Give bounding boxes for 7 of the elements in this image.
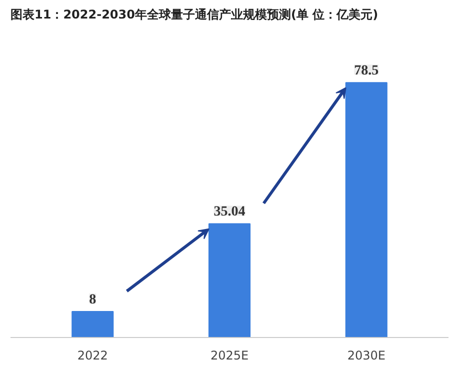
data-label: 35.04 <box>214 204 246 220</box>
x-tick-label: 2030E <box>347 348 386 362</box>
chart-title: 图表11：2022-2030年全球量子通信产业规模预测(单 位：亿美元) <box>10 8 378 22</box>
x-tick-label: 2025E <box>210 348 249 362</box>
data-label: 78.5 <box>354 64 379 79</box>
x-tick-label: 2022 <box>77 348 108 362</box>
data-label: 8 <box>89 292 96 308</box>
